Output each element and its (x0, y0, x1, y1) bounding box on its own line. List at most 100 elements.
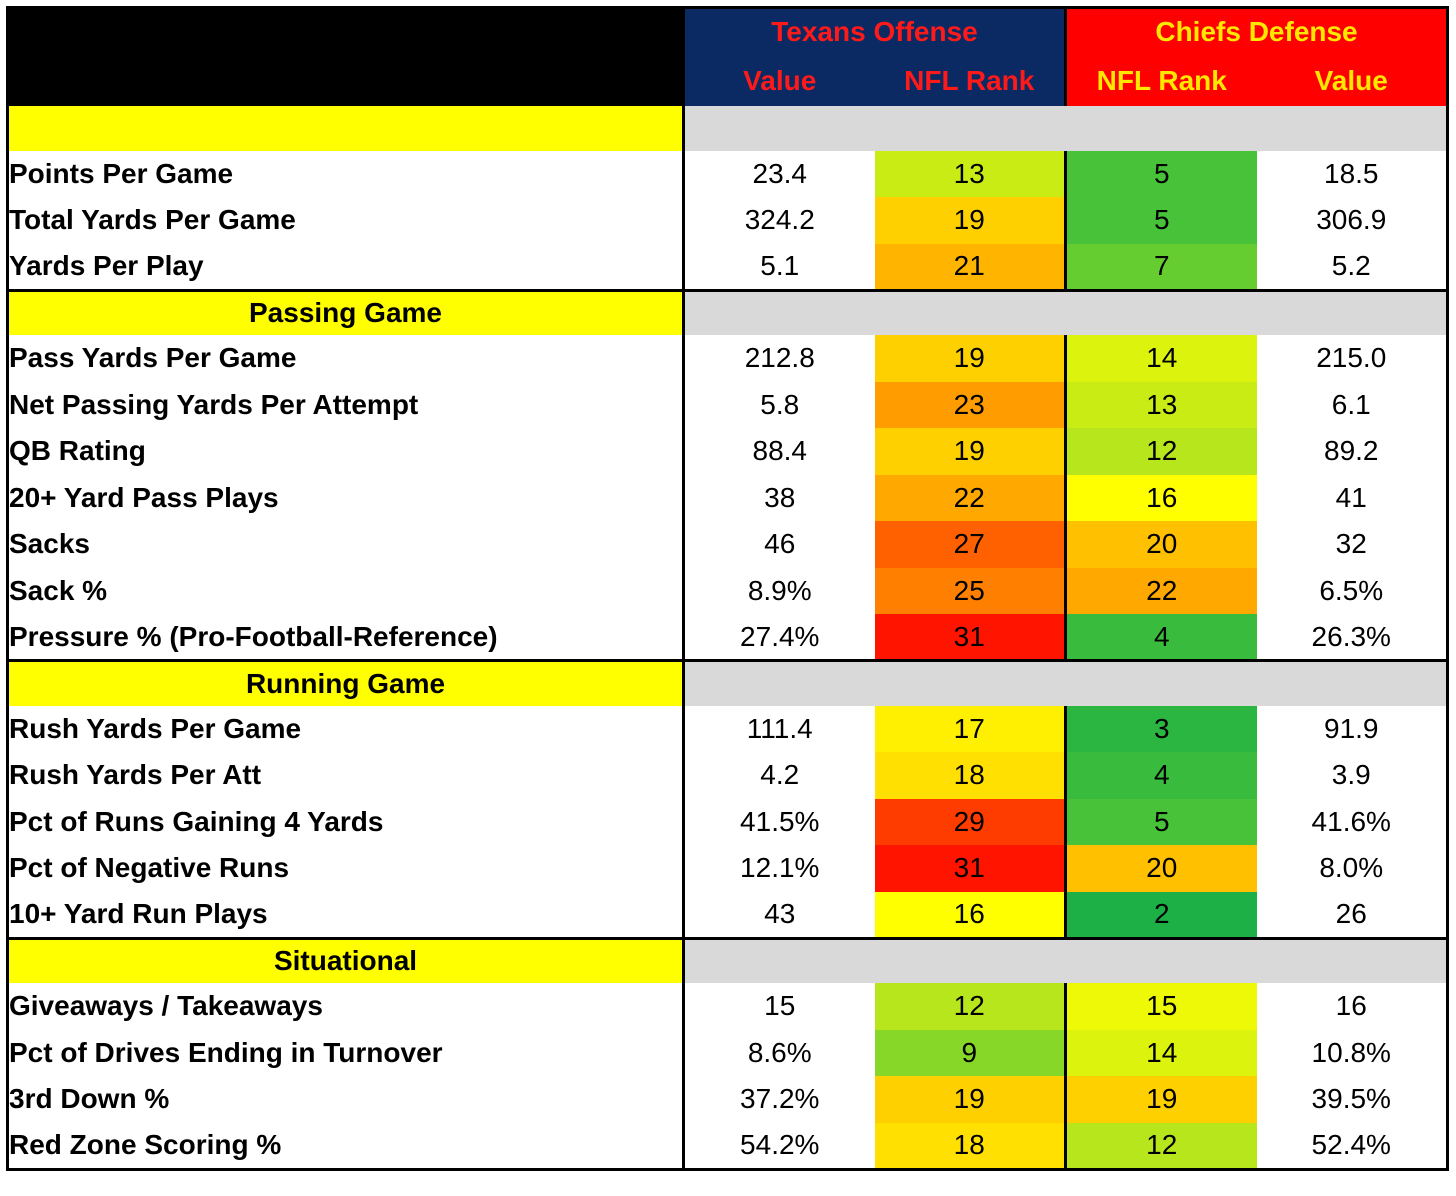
off-rank-cell: 17 (874, 705, 1067, 752)
stat-label: Pct of Drives Ending in Turnover (7, 1029, 685, 1076)
stat-label: 10+ Yard Run Plays (7, 891, 685, 938)
table-row: Rush Yards Per Att 4.2 18 4 3.9 (7, 752, 1448, 799)
def-value-cell: 26 (1335, 898, 1367, 929)
table-row: Sack % 8.9% 25 22 6.5% (7, 567, 1448, 614)
section-title: Situational (7, 936, 685, 983)
table-row: 20+ Yard Pass Plays 38 22 16 41 (7, 474, 1448, 521)
table-row: Pct of Drives Ending in Turnover 8.6% 9 14 1… (7, 1029, 1448, 1076)
off-rank-cell: 29 (874, 798, 1067, 845)
off-rank-cell: 23 (874, 381, 1067, 428)
table-row: Points Per Game 23.4 13 5 18.5 (7, 150, 1448, 197)
section-header-row: Passing Game (7, 288, 1448, 335)
header-row-columns: Value NFL Rank NFL Rank Value (8, 55, 1448, 106)
def-rank-cell: 14 (1065, 335, 1257, 382)
stat-label: Pct of Runs Gaining 4 Yards (7, 798, 685, 845)
def-value-cell: 5.2 (1331, 250, 1371, 281)
def-value-cell: 6.5% (1319, 574, 1384, 606)
table-row: Red Zone Scoring % 54.2% 18 12 52.4% (7, 1122, 1448, 1169)
off-rank-cell: 9 (874, 1029, 1067, 1076)
off-value-cell: 324.2 (744, 204, 815, 236)
off-rank-cell: 19 (874, 197, 1067, 244)
def-value-cell: 3.9 (1331, 759, 1371, 791)
section-fill (683, 936, 1448, 983)
off-value-cell: 38 (764, 481, 796, 513)
stat-label: Red Zone Scoring % (7, 1122, 685, 1169)
def-value-cell: 89.2 (1324, 435, 1379, 467)
off-value-cell: 37.2% (740, 1083, 820, 1115)
texans-offense-header: Texans Offense (683, 7, 1067, 56)
table-row: Yards Per Play 5.1 21 7 5.2 (7, 243, 1448, 290)
stat-label: QB Rating (7, 428, 685, 475)
def-rank-cell: 5 (1065, 150, 1257, 197)
off-value-cell: 88.4 (752, 435, 808, 467)
def-value-cell: 41.6% (1311, 805, 1391, 837)
section-title (7, 105, 685, 151)
def-value-cell: 18.5 (1324, 157, 1379, 189)
table-row: 3rd Down % 37.2% 19 19 39.5% (7, 1076, 1448, 1123)
stat-label: Rush Yards Per Game (7, 705, 685, 752)
off-value-cell: 4.2 (760, 759, 800, 791)
def-value-cell: 6.1 (1331, 388, 1371, 420)
section-fill (683, 105, 1448, 151)
stat-label: Total Yards Per Game (7, 197, 685, 244)
off-rank-cell: 16 (874, 891, 1067, 938)
def-value-cell: 8.0% (1319, 852, 1384, 884)
section-header-row (7, 105, 1448, 151)
stat-label: Sack % (7, 567, 685, 614)
stat-label: 20+ Yard Pass Plays (7, 474, 685, 521)
table-row: Pass Yards Per Game 212.8 19 14 215.0 (7, 335, 1448, 382)
section-fill (683, 659, 1448, 706)
chiefs-defense-header: Chiefs Defense (1065, 7, 1448, 56)
stat-label: Giveaways / Takeaways (7, 983, 685, 1030)
stat-label: Points Per Game (7, 150, 685, 197)
header-corner (7, 7, 685, 106)
off-value-header: Value (683, 55, 875, 106)
table-row: Pct of Runs Gaining 4 Yards 41.5% 29 5 41.6% (7, 798, 1448, 845)
off-value-cell: 23.4 (752, 157, 808, 189)
off-rank-cell: 19 (874, 1076, 1067, 1123)
table-row: Total Yards Per Game 324.2 19 5 306.9 (7, 197, 1448, 244)
def-rank-cell: 7 (1065, 243, 1257, 290)
off-rank-header: NFL Rank (874, 55, 1067, 106)
off-value-cell: 8.6% (747, 1036, 812, 1068)
def-value-cell: 26.3% (1311, 620, 1391, 652)
off-rank-cell: 21 (874, 243, 1067, 290)
off-rank-cell: 27 (874, 521, 1067, 568)
def-value-cell: 41 (1335, 481, 1367, 513)
off-rank-cell: 19 (874, 428, 1067, 475)
table-row: Net Passing Yards Per Attempt 5.8 23 13 6.1 (7, 381, 1448, 428)
def-rank-cell: 13 (1065, 381, 1257, 428)
stat-label: 3rd Down % (7, 1076, 685, 1123)
def-rank-cell: 20 (1065, 845, 1257, 892)
def-rank-cell: 14 (1065, 1029, 1257, 1076)
section-title: Running Game (7, 659, 685, 706)
off-rank-cell: 19 (874, 335, 1067, 382)
comparison-table: Texans Offense Chiefs Defense Value NFL … (6, 6, 1449, 1171)
def-value-cell: 16 (1335, 990, 1367, 1022)
off-rank-cell: 31 (874, 845, 1067, 892)
section-header-row: Situational (7, 936, 1448, 983)
section-title: Passing Game (7, 288, 685, 335)
stat-label: Net Passing Yards Per Attempt (7, 381, 685, 428)
def-rank-cell: 2 (1065, 891, 1257, 938)
def-rank-cell: 5 (1065, 798, 1257, 845)
section-fill (683, 288, 1448, 335)
def-rank-cell: 5 (1065, 197, 1257, 244)
table-row: Pct of Negative Runs 12.1% 31 20 8.0% (7, 845, 1448, 892)
stat-label: Pressure % (Pro-Football-Reference) (7, 614, 685, 661)
def-value-cell: 39.5% (1311, 1083, 1391, 1115)
header-row-teams: Texans Offense Chiefs Defense (7, 7, 1448, 106)
def-rank-cell: 15 (1065, 983, 1257, 1030)
off-value-cell: 54.2% (740, 1129, 820, 1160)
off-rank-cell: 18 (874, 752, 1067, 799)
def-rank-cell: 4 (1065, 614, 1257, 661)
def-rank-cell: 12 (1065, 428, 1257, 475)
off-rank-cell: 25 (874, 567, 1067, 614)
off-value-cell: 41.5% (740, 805, 820, 837)
off-value-cell: 43 (764, 898, 796, 929)
def-value-cell: 306.9 (1316, 204, 1387, 236)
off-value-cell: 15 (764, 990, 796, 1022)
off-rank-cell: 22 (874, 474, 1067, 521)
table-row: Giveaways / Takeaways 15 12 15 16 (7, 983, 1448, 1030)
off-value-cell: 12.1% (740, 852, 820, 884)
